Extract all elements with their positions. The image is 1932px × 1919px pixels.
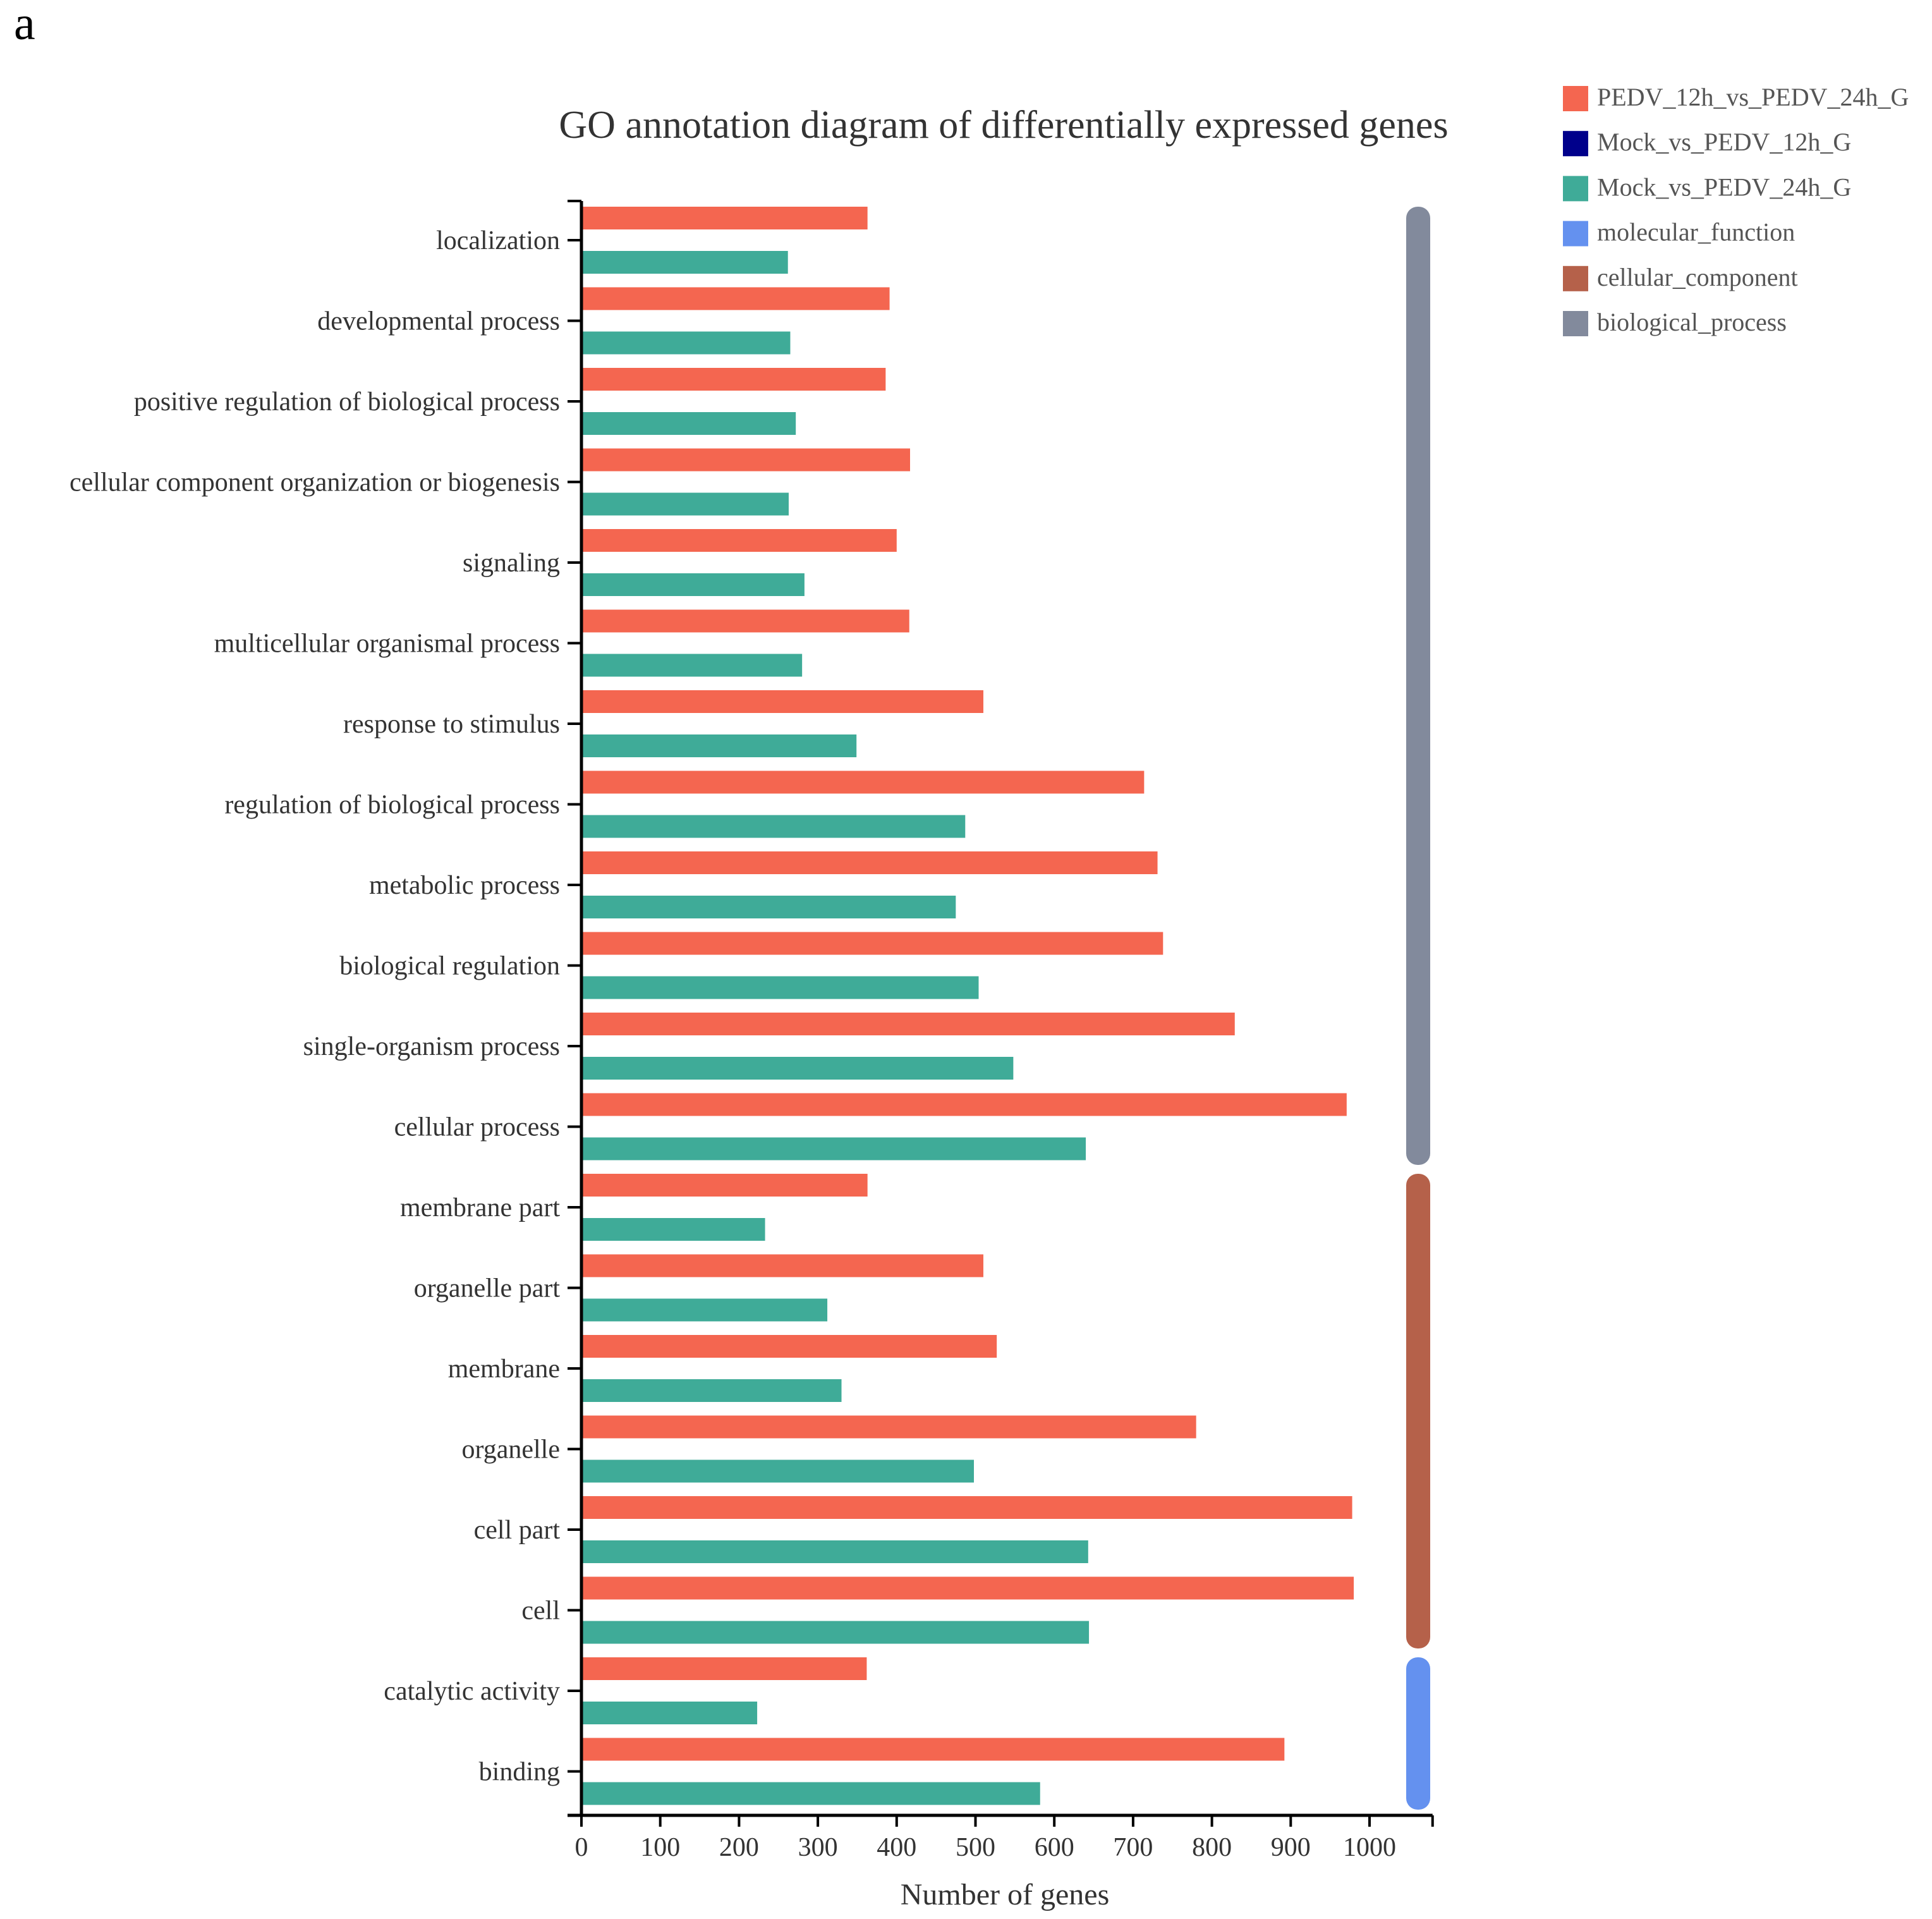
y-tick-label-organelle: organelle: [462, 1435, 561, 1465]
bar-pedv12h-vs-pedv24h-organelle: [581, 1415, 1196, 1439]
bar-mock-vs-pedv24h-localization: [581, 251, 788, 274]
bar-pedv12h-vs-pedv24h-membrane: [581, 1335, 997, 1358]
y-tick-label-biological-regulation: biological regulation: [339, 952, 560, 981]
category-group-bars: [1406, 207, 1430, 1810]
bar-mock-vs-pedv24h-developmental-process: [581, 331, 791, 355]
x-tick-label-500: 500: [956, 1833, 995, 1862]
x-tick-label-900: 900: [1271, 1833, 1311, 1862]
y-tick-label-regulation-of-biological-process: regulation of biological process: [224, 791, 560, 820]
y-tick-label-cell-part: cell part: [474, 1516, 561, 1545]
y-tick-label-cellular-process: cellular process: [394, 1113, 560, 1142]
y-tick-label-single-organism-process: single-organism process: [303, 1032, 560, 1061]
bar-pedv12h-vs-pedv24h-response-to-stimulus: [581, 690, 983, 713]
y-tick-label-localization: localization: [436, 226, 560, 255]
legend-label-mock-vs-pedv-12h-g: Mock_vs_PEDV_12h_G: [1597, 128, 1851, 156]
legend: PEDV_12h_vs_PEDV_24h_G Mock_vs_PEDV_12h_G…: [1563, 83, 1909, 336]
bar-pedv12h-vs-pedv24h-developmental-process: [581, 287, 890, 310]
legend-swatch-mock-vs-pedv-24h-g: [1563, 176, 1588, 202]
bar-pedv12h-vs-pedv24h-metabolic-process: [581, 851, 1158, 874]
bar-pedv12h-vs-pedv24h-signaling: [581, 529, 897, 552]
bar-mock-vs-pedv24h-cellular-process: [581, 1137, 1086, 1161]
legend-label-pedv-12h-vs-pedv-24h-g: PEDV_12h_vs_PEDV_24h_G: [1597, 83, 1909, 111]
bar-mock-vs-pedv24h-organelle: [581, 1459, 975, 1483]
y-tick-label-cell: cell: [521, 1597, 560, 1626]
bar-mock-vs-pedv24h-cell: [581, 1621, 1090, 1644]
panel-letter: a: [14, 0, 35, 50]
bar-mock-vs-pedv24h-single-organism-process: [581, 1057, 1014, 1080]
bar-pedv12h-vs-pedv24h-membrane-part: [581, 1174, 868, 1197]
bar-pedv12h-vs-pedv24h-organelle-part: [581, 1254, 983, 1277]
bar-mock-vs-pedv24h-metabolic-process: [581, 896, 956, 918]
legend-swatch-mock-vs-pedv-12h-g: [1563, 131, 1588, 157]
y-tick-label-multicellular-organismal-process: multicellular organismal process: [214, 630, 560, 659]
x-tick-label-200: 200: [719, 1833, 759, 1862]
y-tick-label-membrane: membrane: [448, 1355, 560, 1384]
bar-mock-vs-pedv24h-positive-regulation-of-biological-process: [581, 412, 796, 435]
x-tick-label-800: 800: [1192, 1833, 1232, 1862]
y-tick-label-membrane-part: membrane part: [400, 1193, 560, 1222]
x-tick-label-1000: 1000: [1343, 1833, 1396, 1862]
bar-pedv12h-vs-pedv24h-catalytic-activity: [581, 1657, 867, 1680]
legend-label-mock-vs-pedv-24h-g: Mock_vs_PEDV_24h_G: [1597, 173, 1851, 201]
bar-mock-vs-pedv24h-membrane-part: [581, 1218, 765, 1241]
bar-mock-vs-pedv24h-cellular-component-organization-or-biogenesis: [581, 492, 789, 516]
bar-pedv12h-vs-pedv24h-cellular-component-organization-or-biogenesis: [581, 448, 910, 472]
bar-pedv12h-vs-pedv24h-biological-regulation: [581, 932, 1163, 955]
y-tick-label-developmental-process: developmental process: [317, 307, 560, 336]
axes-layer: localization developmental process positiv…: [70, 200, 1434, 1862]
chart-title: GO annotation diagram of differentially …: [559, 104, 1448, 147]
y-tick-label-metabolic-process: metabolic process: [369, 871, 560, 900]
y-tick-label-binding: binding: [479, 1758, 560, 1787]
bar-mock-vs-pedv24h-organelle-part: [581, 1298, 828, 1322]
bar-pedv12h-vs-pedv24h-cell-part: [581, 1496, 1352, 1519]
y-tick-label-signaling: signaling: [463, 549, 560, 578]
y-tick-label-organelle-part: organelle part: [414, 1274, 561, 1303]
bar-pedv12h-vs-pedv24h-regulation-of-biological-process: [581, 771, 1145, 794]
x-tick-label-600: 600: [1035, 1833, 1074, 1862]
y-tick-label-cellular-component-organization-or-biogenesis: cellular component organization or bioge…: [70, 468, 560, 497]
x-tick-label-300: 300: [798, 1833, 838, 1862]
bar-mock-vs-pedv24h-membrane: [581, 1379, 842, 1402]
bar-mock-vs-pedv24h-biological-regulation: [581, 976, 979, 999]
group-bar-molecular-function: [1406, 1657, 1430, 1810]
bar-pedv12h-vs-pedv24h-single-organism-process: [581, 1013, 1235, 1035]
legend-swatch-cellular-component: [1563, 265, 1588, 291]
x-axis-title: Number of genes: [901, 1878, 1110, 1911]
x-tick-label-0: 0: [575, 1833, 588, 1862]
bar-pedv12h-vs-pedv24h-localization: [581, 207, 868, 229]
bar-mock-vs-pedv24h-signaling: [581, 573, 805, 596]
x-tick-label-400: 400: [877, 1833, 916, 1862]
bars-layer: [581, 207, 1354, 1805]
bar-mock-vs-pedv24h-response-to-stimulus: [581, 734, 857, 757]
bar-pedv12h-vs-pedv24h-cell: [581, 1576, 1354, 1600]
legend-swatch-molecular-function: [1563, 221, 1588, 247]
x-tick-label-100: 100: [640, 1833, 680, 1862]
bar-mock-vs-pedv24h-regulation-of-biological-process: [581, 815, 966, 838]
bar-mock-vs-pedv24h-catalytic-activity: [581, 1702, 758, 1724]
x-tick-label-700: 700: [1113, 1833, 1153, 1862]
y-tick-label-positive-regulation-of-biological-process: positive regulation of biological proces…: [134, 387, 560, 417]
y-tick-label-catalytic-activity: catalytic activity: [384, 1677, 560, 1706]
y-tick-label-response-to-stimulus: response to stimulus: [343, 710, 560, 739]
legend-label-cellular-component: cellular_component: [1597, 263, 1798, 291]
bar-pedv12h-vs-pedv24h-positive-regulation-of-biological-process: [581, 368, 886, 391]
bar-mock-vs-pedv24h-binding: [581, 1782, 1040, 1805]
bar-mock-vs-pedv24h-cell-part: [581, 1540, 1088, 1563]
bar-pedv12h-vs-pedv24h-binding: [581, 1738, 1285, 1761]
legend-swatch-biological-process: [1563, 311, 1588, 336]
bar-mock-vs-pedv24h-multicellular-organismal-process: [581, 654, 803, 677]
bar-pedv12h-vs-pedv24h-cellular-process: [581, 1093, 1347, 1116]
group-bar-cellular-component: [1406, 1174, 1430, 1648]
legend-label-molecular-function: molecular_function: [1597, 218, 1795, 247]
legend-swatch-pedv-12h-vs-pedv-24h-g: [1563, 86, 1588, 111]
group-bar-biological-process: [1406, 207, 1430, 1165]
bar-pedv12h-vs-pedv24h-multicellular-organismal-process: [581, 609, 909, 633]
legend-label-biological-process: biological_process: [1597, 308, 1787, 336]
